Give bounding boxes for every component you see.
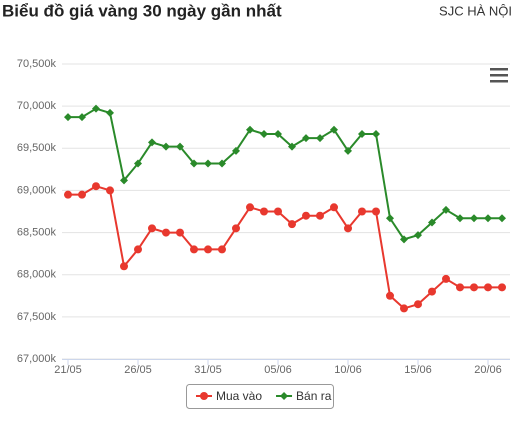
point xyxy=(288,142,296,151)
point xyxy=(484,283,492,292)
point xyxy=(162,142,170,151)
point xyxy=(316,211,324,220)
point xyxy=(134,245,142,254)
point xyxy=(190,245,198,254)
point xyxy=(330,125,338,134)
point xyxy=(414,231,422,240)
point xyxy=(260,207,268,216)
point xyxy=(372,129,380,138)
point xyxy=(162,228,170,237)
point xyxy=(246,203,254,212)
x-tick-label: 21/05 xyxy=(54,364,82,376)
point xyxy=(204,159,212,168)
point xyxy=(274,207,282,216)
point xyxy=(442,205,450,214)
point xyxy=(400,235,408,244)
point xyxy=(358,129,366,138)
x-tick-label: 31/05 xyxy=(194,364,222,376)
point xyxy=(218,245,226,254)
point xyxy=(470,214,478,223)
point xyxy=(386,214,394,223)
point xyxy=(92,182,100,191)
point xyxy=(428,287,436,296)
point xyxy=(218,159,226,168)
point xyxy=(200,392,208,400)
legend-label: Bán ra xyxy=(296,389,332,403)
point xyxy=(414,300,422,309)
point xyxy=(64,190,72,199)
x-tick-label: 26/05 xyxy=(124,364,152,376)
chart-title: Biểu đồ giá vàng 30 ngày gần nhất xyxy=(2,1,282,20)
point xyxy=(134,159,142,168)
point xyxy=(400,304,408,313)
series xyxy=(64,182,506,313)
point xyxy=(260,129,268,138)
point xyxy=(330,203,338,212)
point xyxy=(204,245,212,254)
point xyxy=(442,274,450,283)
y-tick-label: 67,000k xyxy=(17,353,57,365)
point xyxy=(470,283,478,292)
point xyxy=(302,134,310,143)
x-tick-label: 15/06 xyxy=(404,364,432,376)
point xyxy=(148,138,156,147)
point xyxy=(344,224,352,233)
point xyxy=(106,186,114,195)
point xyxy=(498,283,506,292)
legend-label: Mua vào xyxy=(216,389,262,403)
y-tick-label: 70,000k xyxy=(17,100,57,112)
point xyxy=(456,214,464,223)
point xyxy=(302,211,310,220)
point xyxy=(386,291,394,300)
chart-subtitle: SJC HÀ NỘI xyxy=(439,3,512,18)
y-tick-label: 67,500k xyxy=(17,311,57,323)
point xyxy=(78,190,86,199)
point xyxy=(232,146,240,155)
point xyxy=(358,207,366,216)
point xyxy=(120,176,128,185)
menu-icon[interactable] xyxy=(490,68,508,83)
point xyxy=(372,207,380,216)
point xyxy=(428,218,436,227)
y-tick-label: 68,500k xyxy=(17,226,57,238)
point xyxy=(148,224,156,233)
point xyxy=(274,129,282,138)
point xyxy=(106,108,114,117)
point xyxy=(316,134,324,143)
legend: Mua vào Bán ra xyxy=(186,384,334,409)
point xyxy=(78,113,86,122)
point xyxy=(176,142,184,151)
point xyxy=(120,262,128,271)
point xyxy=(176,228,184,237)
point xyxy=(288,220,296,229)
point xyxy=(92,104,100,113)
y-tick-label: 69,000k xyxy=(17,184,57,196)
series xyxy=(64,104,506,244)
point xyxy=(456,283,464,292)
line xyxy=(68,185,502,310)
y-tick-label: 68,000k xyxy=(17,269,57,281)
point xyxy=(246,125,254,134)
line xyxy=(68,107,502,241)
point xyxy=(344,146,352,155)
point xyxy=(484,214,492,223)
x-tick-label: 10/06 xyxy=(334,364,362,376)
point xyxy=(498,214,506,223)
point xyxy=(190,159,198,168)
y-tick-label: 70,500k xyxy=(17,58,57,70)
point xyxy=(232,224,240,233)
point xyxy=(280,392,289,400)
x-tick-label: 05/06 xyxy=(264,364,292,376)
y-tick-label: 69,500k xyxy=(17,142,57,154)
legend-box xyxy=(186,384,334,409)
x-tick-label: 20/06 xyxy=(474,364,502,376)
point xyxy=(64,113,72,122)
